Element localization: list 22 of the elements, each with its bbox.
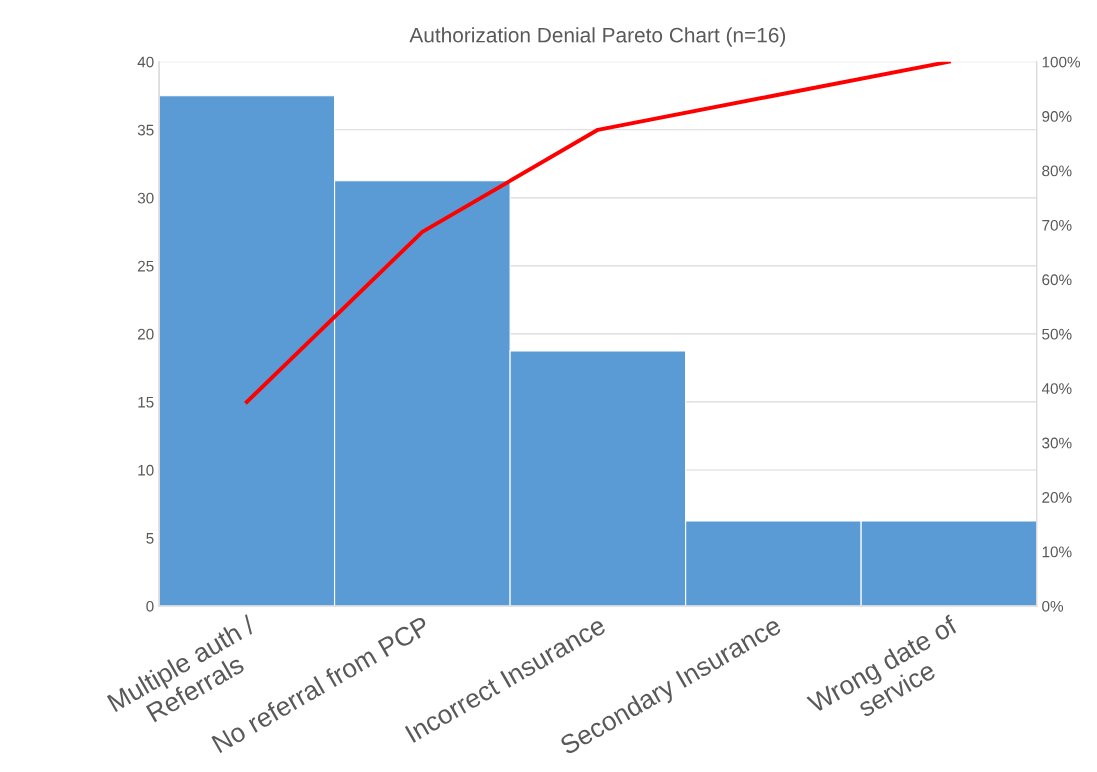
y-tick-label: 30 <box>137 192 154 204</box>
y-tick-label: 25 <box>137 260 154 272</box>
y2-tick-label: 70% <box>1042 219 1072 231</box>
y2-tick-label: 40% <box>1041 383 1072 394</box>
y-tick-label: 10 <box>138 464 154 476</box>
y-tick-label: 5 <box>146 533 154 544</box>
y2-tick-label: 10% <box>1042 546 1072 558</box>
line-series <box>244 61 951 404</box>
y-tick-label: 0 <box>146 600 154 612</box>
chart-title: Authorization Denial Pareto Chart (n=16) <box>409 27 786 47</box>
y-tick-label: 15 <box>138 396 154 408</box>
y2-tick-label: 80% <box>1042 165 1072 177</box>
y2-tick-label: 0% <box>1042 600 1064 612</box>
y2-tick-label: 60% <box>1042 274 1072 286</box>
y2-tick-label: 100% <box>1042 56 1081 68</box>
y-tick-label: 20 <box>137 328 154 340</box>
y2-tick-label: 30% <box>1042 437 1072 449</box>
y2-tick-label: 20% <box>1042 492 1072 503</box>
y2-tick-label: 90% <box>1042 111 1072 122</box>
y2-tick-label: 50% <box>1042 328 1072 340</box>
y-tick-label: 40 <box>137 56 154 68</box>
y-tick-label: 35 <box>137 124 154 136</box>
